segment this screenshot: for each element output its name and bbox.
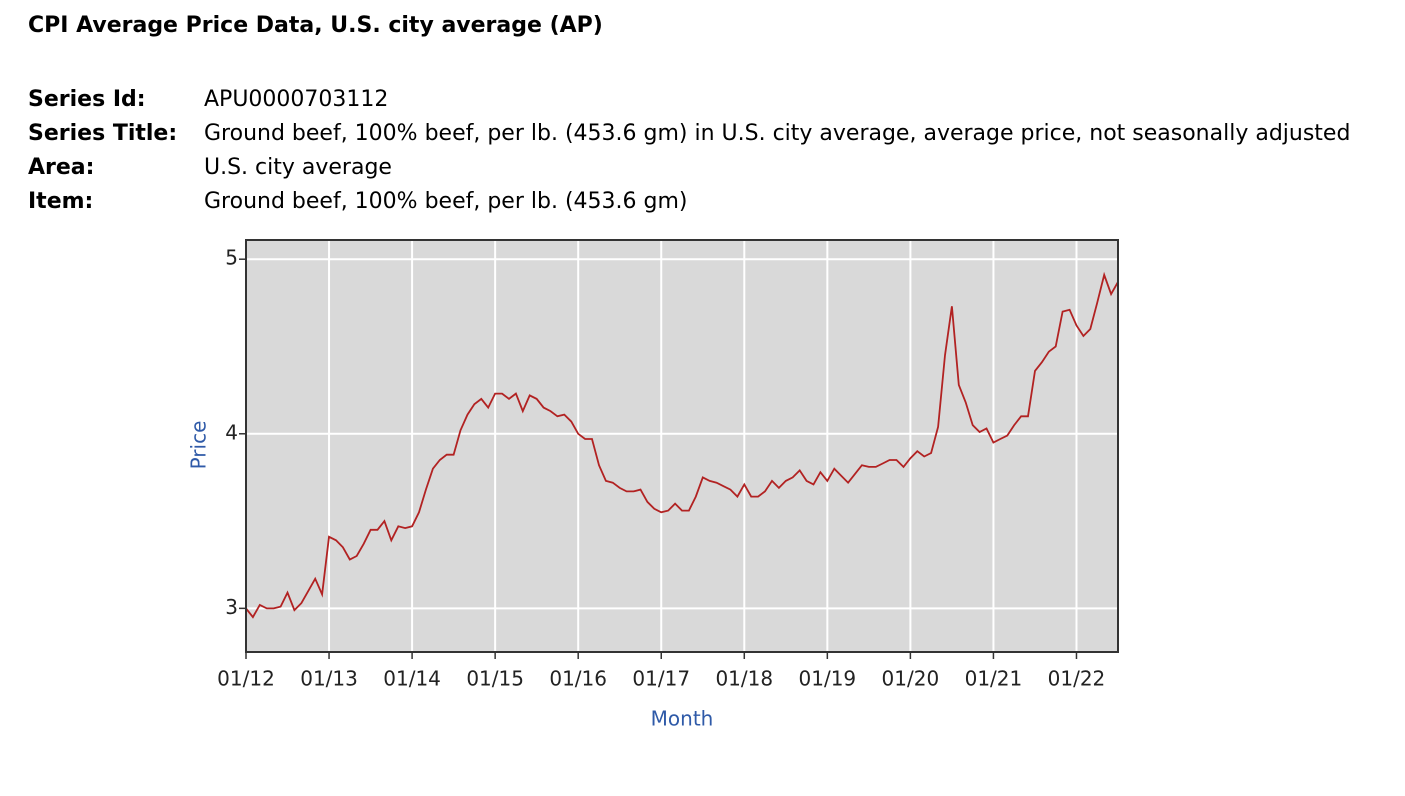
x-tick-label: 01/14 xyxy=(383,667,441,691)
page-title: CPI Average Price Data, U.S. city averag… xyxy=(28,13,603,38)
x-axis-label: Month xyxy=(651,707,714,731)
y-tick-label: 3 xyxy=(225,595,238,619)
x-tick-label: 01/16 xyxy=(549,667,607,691)
x-tick-label: 01/18 xyxy=(715,667,773,691)
plot-frame xyxy=(245,239,1119,653)
field-label: Item: xyxy=(28,189,93,214)
grid xyxy=(245,240,1118,652)
field-value: U.S. city average xyxy=(204,155,392,180)
y-tick-label: 5 xyxy=(225,246,238,270)
field-value: Ground beef, 100% beef, per lb. (453.6 g… xyxy=(204,121,1350,146)
plot-area xyxy=(246,240,1118,652)
x-tick-label: 01/15 xyxy=(466,667,524,691)
x-tick-label: 01/12 xyxy=(217,667,275,691)
marks xyxy=(245,271,1119,619)
x-tick-label: 01/19 xyxy=(799,667,857,691)
field-label: Series Id: xyxy=(28,87,146,112)
y-tick-label: 4 xyxy=(225,420,238,444)
x-tick-label: 01/21 xyxy=(965,667,1023,691)
field-value: Ground beef, 100% beef, per lb. (453.6 g… xyxy=(204,189,687,214)
y-axis-label: Price xyxy=(187,421,211,470)
x-tick-label: 01/17 xyxy=(632,667,690,691)
price-line xyxy=(245,271,1119,619)
x-tick-label: 01/22 xyxy=(1048,667,1106,691)
field-label: Series Title: xyxy=(28,121,177,146)
x-tick-label: 01/13 xyxy=(300,667,358,691)
field-label: Area: xyxy=(28,155,94,180)
x-tick-label: 01/20 xyxy=(882,667,940,691)
field-value: APU0000703112 xyxy=(204,87,388,112)
